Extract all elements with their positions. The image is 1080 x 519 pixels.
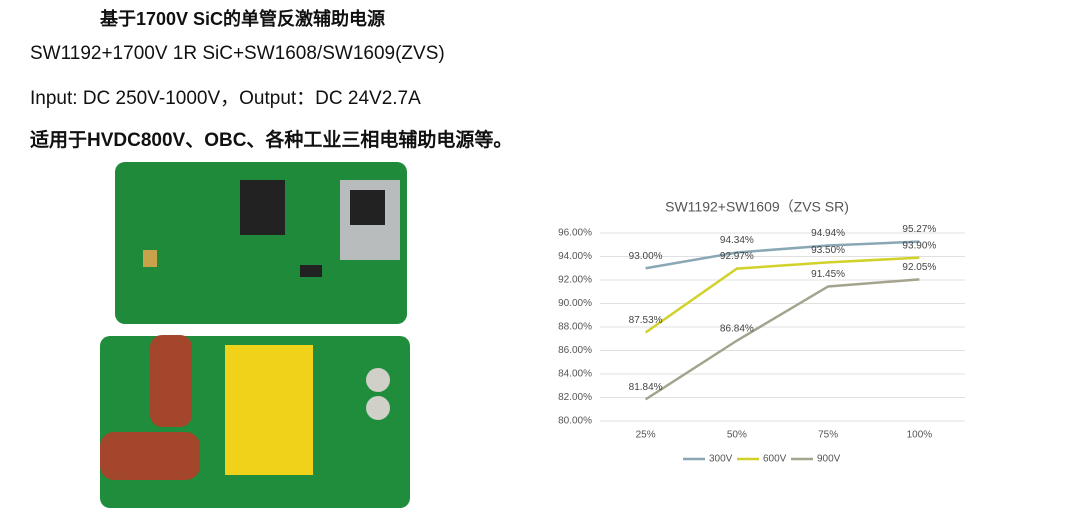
data-label: 91.45% — [811, 269, 845, 280]
series-line — [644, 278, 920, 401]
data-label: 94.94% — [811, 228, 845, 239]
data-label: 93.50% — [811, 245, 845, 256]
board-photo — [100, 162, 410, 508]
x-tick-label: 25% — [636, 430, 656, 441]
data-label: 93.90% — [902, 240, 936, 251]
data-label: 81.84% — [629, 382, 663, 393]
title: 基于1700V SiC的单管反激辅助电源 — [100, 9, 386, 29]
x-tick-label: 50% — [727, 430, 747, 441]
x-tick-label: 100% — [907, 430, 933, 441]
series-line — [644, 256, 920, 334]
data-label: 94.34% — [720, 235, 754, 246]
data-label: 92.97% — [720, 251, 754, 262]
legend-label: 300V — [709, 454, 733, 465]
text-line: SW1192+1700V 1R SiC+SW1608/SW1609(ZVS) — [30, 43, 445, 64]
y-tick-label: 94.00% — [558, 251, 592, 262]
y-tick-label: 82.00% — [558, 392, 592, 403]
x-tick-label: 75% — [818, 430, 838, 441]
y-tick-label: 88.00% — [558, 322, 592, 333]
data-label: 87.53% — [629, 315, 663, 326]
legend-label: 600V — [763, 454, 787, 465]
y-tick-label: 96.00% — [558, 228, 592, 239]
legend-label: 900V — [817, 454, 841, 465]
data-label: 95.27% — [902, 224, 936, 235]
data-label: 92.05% — [902, 262, 936, 273]
text-line: 适用于HVDC800V、OBC、各种工业三相电辅助电源等。 — [30, 130, 513, 151]
y-tick-label: 86.00% — [558, 345, 592, 356]
y-tick-label: 80.00% — [558, 416, 592, 427]
y-tick-label: 92.00% — [558, 275, 592, 286]
y-tick-label: 90.00% — [558, 298, 592, 309]
chart-title: SW1192+SW1609（ZVS SR) — [665, 199, 849, 215]
y-tick-label: 84.00% — [558, 369, 592, 380]
series-line — [645, 240, 920, 270]
data-label: 86.84% — [720, 323, 754, 334]
data-label: 93.00% — [629, 251, 663, 262]
text-line: Input: DC 250V-1000V，Output：DC 24V2.7A — [30, 88, 421, 109]
